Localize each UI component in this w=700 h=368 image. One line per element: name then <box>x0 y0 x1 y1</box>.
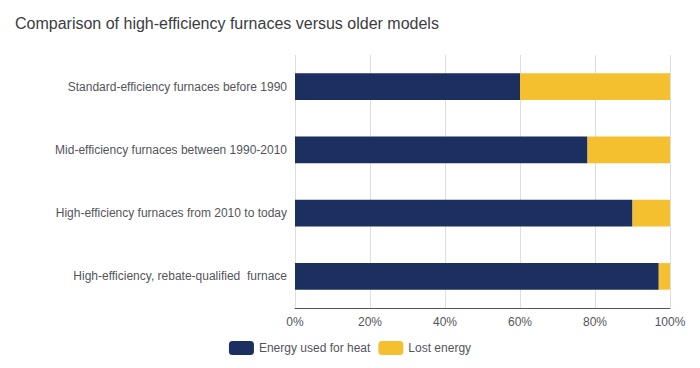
svg-text:High-efficiency, rebate-qualif: High-efficiency, rebate-qualified furnac… <box>73 269 287 283</box>
svg-text:Lost energy: Lost energy <box>408 341 471 355</box>
svg-text:0%: 0% <box>286 315 304 329</box>
svg-text:Energy used for heat: Energy used for heat <box>259 341 371 355</box>
svg-text:Comparison of high-efficiency: Comparison of high-efficiency furnaces v… <box>15 15 439 32</box>
svg-text:40%: 40% <box>433 315 457 329</box>
svg-text:Mid-efficiency furnaces betwee: Mid-efficiency furnaces between 1990-201… <box>55 143 287 157</box>
svg-text:100%: 100% <box>655 315 686 329</box>
svg-text:80%: 80% <box>583 315 607 329</box>
svg-text:High-efficiency furnaces from: High-efficiency furnaces from 2010 to to… <box>56 206 287 220</box>
svg-text:Standard-efficiency furnaces b: Standard-efficiency furnaces before 1990 <box>68 80 288 94</box>
svg-text:20%: 20% <box>358 315 382 329</box>
svg-text:60%: 60% <box>508 315 532 329</box>
